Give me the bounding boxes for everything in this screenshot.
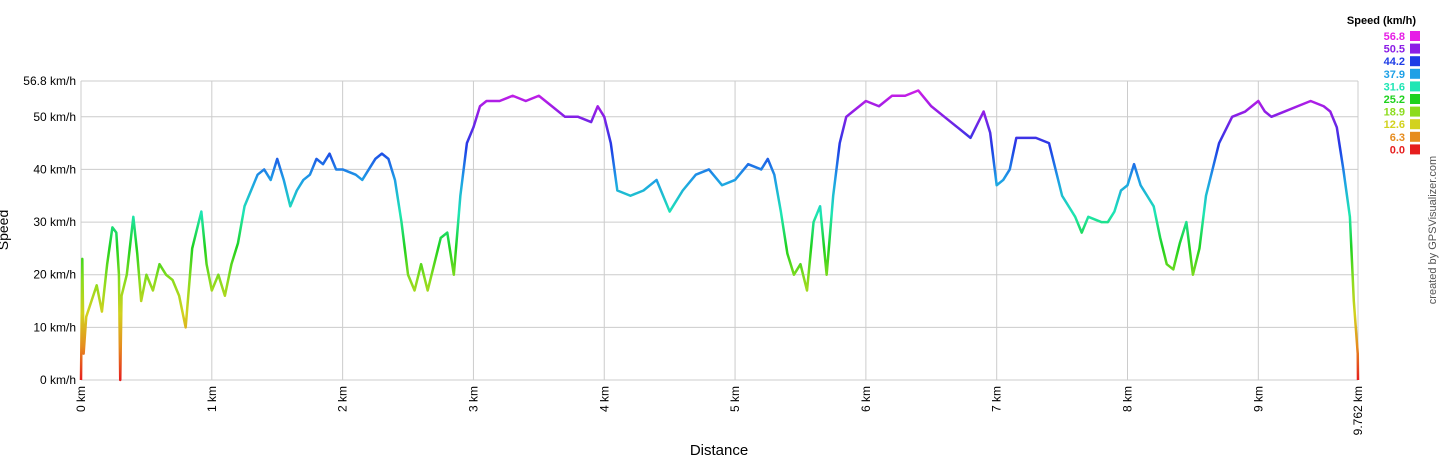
legend-swatch: [1410, 56, 1420, 67]
legend-label: 6.3: [1390, 132, 1405, 144]
credit: created by GPSVisualizer.com: [1427, 156, 1439, 304]
y-tick-label: 56.8 km/h: [23, 74, 76, 88]
legend-label: 12.6: [1384, 119, 1405, 131]
legend-swatch: [1410, 144, 1420, 155]
legend-swatch: [1410, 31, 1420, 41]
legend-label: 44.2: [1384, 56, 1405, 68]
x-axis-label: Distance: [690, 442, 748, 459]
legend-swatch: [1410, 81, 1420, 92]
x-tick-label: 7 km: [990, 386, 1004, 412]
legend-label: 37.9: [1384, 69, 1405, 81]
legend-label: 0.0: [1390, 144, 1405, 156]
legend-swatch: [1410, 43, 1420, 54]
x-tick-label: 8 km: [1121, 386, 1135, 412]
x-tick-label: 1 km: [205, 386, 219, 412]
x-tick-label: 9.762 km: [1351, 386, 1365, 435]
legend-label: 56.8: [1384, 31, 1405, 43]
x-tick-label: 2 km: [336, 386, 350, 412]
x-tick-label: 6 km: [859, 386, 873, 412]
x-tick-label: 0 km: [74, 386, 88, 412]
legend-swatch: [1410, 68, 1420, 79]
y-tick-label: 0 km/h: [40, 373, 76, 387]
legend-swatch: [1410, 131, 1420, 142]
y-tick-label: 40 km/h: [33, 162, 76, 176]
legend-swatch: [1410, 106, 1420, 117]
y-tick-label: 10 km/h: [33, 320, 76, 334]
legend-label: 18.9: [1384, 107, 1405, 119]
x-tick-label: 9 km: [1251, 386, 1265, 412]
y-tick-label: 30 km/h: [33, 215, 76, 229]
y-axis-label: Speed: [0, 210, 11, 250]
y-tick-label: 20 km/h: [33, 268, 76, 282]
y-tick-label: 50 km/h: [33, 110, 76, 124]
legend-label: 50.5: [1384, 44, 1405, 56]
x-tick-label: 5 km: [728, 386, 742, 412]
legend-label: 25.2: [1384, 94, 1405, 106]
x-tick-label: 4 km: [597, 386, 611, 412]
legend-swatch: [1410, 119, 1420, 130]
legend-title: Speed (km/h): [1347, 15, 1416, 27]
x-tick-label: 3 km: [466, 386, 480, 412]
legend-label: 31.6: [1384, 81, 1405, 93]
speed-line: [79, 89, 1360, 382]
legend-swatch: [1410, 94, 1420, 104]
